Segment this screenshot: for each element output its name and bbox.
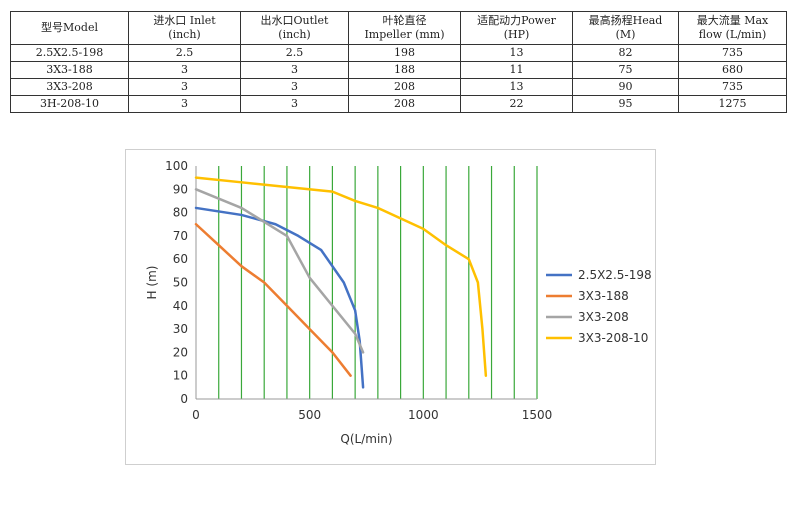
- legend-label: 3X3-208-10: [578, 331, 648, 345]
- table-row: 3X3-208 3 3 208 13 90 735: [10, 78, 787, 96]
- column-header-2: 出水口Outlet (inch): [240, 11, 349, 45]
- table-cell: 680: [678, 61, 787, 79]
- legend-label: 3X3-188: [578, 289, 629, 303]
- table-cell: 735: [678, 44, 787, 62]
- table-cell: 3X3-208: [10, 78, 129, 96]
- y-axis-label: H (m): [145, 266, 159, 300]
- table-cell: 3: [128, 61, 241, 79]
- table-row: 3H-208-10 3 3 208 22 95 1275: [10, 95, 787, 113]
- table-cell: 11: [460, 61, 573, 79]
- column-header-line: Impeller (mm): [364, 28, 445, 41]
- table-cell: 208: [348, 95, 461, 113]
- table-cell: 82: [572, 44, 679, 62]
- y-tick-label: 40: [173, 299, 188, 313]
- table-cell: 13: [460, 44, 573, 62]
- legend-label: 3X3-208: [578, 310, 629, 324]
- legend-label: 2.5X2.5-198: [578, 268, 652, 282]
- column-header-3: 叶轮直径 Impeller (mm): [348, 11, 461, 45]
- y-tick-label: 100: [165, 159, 188, 173]
- table-cell: 22: [460, 95, 573, 113]
- table-cell: 2.5: [128, 44, 241, 62]
- table-cell: 1275: [678, 95, 787, 113]
- series-line-2: [194, 188, 365, 354]
- table-cell: 2.5X2.5-198: [10, 44, 129, 62]
- column-header-1: 进水口 Inlet (inch): [128, 11, 241, 45]
- table-cell: 75: [572, 61, 679, 79]
- table-cell: 90: [572, 78, 679, 96]
- x-tick-label: 500: [298, 408, 321, 422]
- y-tick-label: 50: [173, 276, 188, 290]
- column-header-line: 适配动力Power: [477, 14, 556, 27]
- table-cell: 188: [348, 61, 461, 79]
- spec-table-body: 2.5X2.5-198 2.5 2.5 198 13 82 735 3X3-188 3 3 188 1…: [10, 44, 787, 113]
- column-header-0: 型号Model: [10, 11, 129, 45]
- table-cell: 3: [240, 95, 349, 113]
- column-header-5: 最高扬程Head (M): [572, 11, 679, 45]
- x-tick-label: 1000: [408, 408, 439, 422]
- y-tick-label: 70: [173, 229, 188, 243]
- chart-grid: [218, 166, 538, 399]
- table-cell: 198: [348, 44, 461, 62]
- spec-table: 型号Model 进水口 Inlet (inch) 出水口Outlet (inch) 叶轮直…: [10, 11, 787, 113]
- table-cell: 735: [678, 78, 787, 96]
- header-row: 型号Model 进水口 Inlet (inch) 出水口Outlet (inch) 叶轮直…: [10, 11, 787, 45]
- column-header-line: (inch): [278, 28, 311, 41]
- table-cell: 208: [348, 78, 461, 96]
- table-row: 2.5X2.5-198 2.5 2.5 198 13 82 735: [10, 44, 787, 62]
- y-tick-label: 10: [173, 369, 188, 383]
- x-tick-label: 0: [192, 408, 200, 422]
- column-header-line: 最大流量 Max: [696, 14, 769, 27]
- series-line-0: [194, 206, 365, 389]
- table-cell: 13: [460, 78, 573, 96]
- spec-table-header: 型号Model 进水口 Inlet (inch) 出水口Outlet (inch) 叶轮直…: [10, 11, 787, 45]
- table-cell: 3: [240, 78, 349, 96]
- table-cell: 3: [128, 78, 241, 96]
- table-cell: 3H-208-10: [10, 95, 129, 113]
- column-header-line: 出水口Outlet: [260, 14, 329, 27]
- y-tick-label: 90: [173, 182, 188, 196]
- y-tick-label: 30: [173, 322, 188, 336]
- table-row: 3X3-188 3 3 188 11 75 680: [10, 61, 787, 79]
- series-line-1: [194, 223, 352, 377]
- chart-legend: 2.5X2.5-198 3X3-188 3X3-208 3X3-208-10: [546, 268, 652, 345]
- column-header-6: 最大流量 Max flow (L/min): [678, 11, 787, 45]
- y-tick-label: 60: [173, 252, 188, 266]
- x-axis-label: Q(L/min): [340, 432, 392, 446]
- column-header-4: 适配动力Power (HP): [460, 11, 573, 45]
- column-header-line: 进水口 Inlet: [153, 14, 216, 27]
- y-tick-label: 80: [173, 206, 188, 220]
- table-cell: 3: [128, 95, 241, 113]
- column-header-line: (M): [615, 28, 636, 41]
- column-header-line: (HP): [503, 28, 530, 41]
- column-header-line: (inch): [168, 28, 201, 41]
- table-cell: 3X3-188: [10, 61, 129, 79]
- y-tick-label: 20: [173, 345, 188, 359]
- column-header-line: 型号Model: [41, 21, 98, 34]
- chart-series: [194, 176, 488, 389]
- column-header-line: flow (L/min): [698, 28, 767, 41]
- y-tick-label: 0: [180, 392, 188, 406]
- table-cell: 2.5: [240, 44, 349, 62]
- column-header-line: 叶轮直径: [382, 14, 427, 27]
- table-cell: 3: [240, 61, 349, 79]
- pump-curve-chart: 0 10 20 30 40 50 60 70 80 90 100 0 500 1000 1500 2.5X2…: [125, 149, 656, 465]
- table-cell: 95: [572, 95, 679, 113]
- series-line-3: [194, 176, 488, 377]
- column-header-line: 最高扬程Head: [588, 14, 663, 27]
- x-tick-label: 1500: [522, 408, 553, 422]
